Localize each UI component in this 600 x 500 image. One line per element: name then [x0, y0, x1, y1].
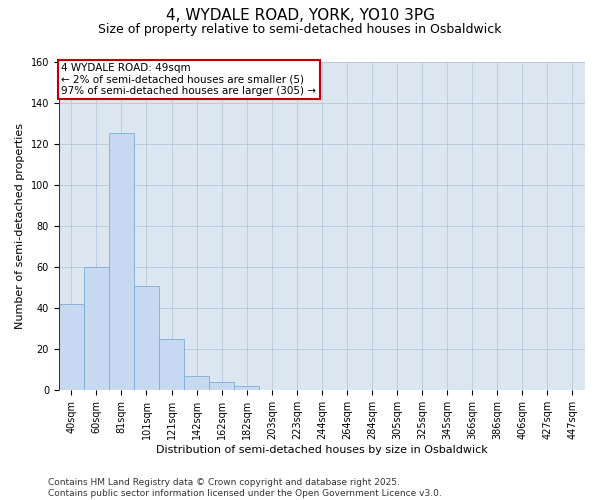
Bar	[209, 382, 234, 390]
Bar	[134, 286, 159, 391]
Bar	[159, 339, 184, 390]
Bar	[234, 386, 259, 390]
Bar	[59, 304, 84, 390]
Text: Contains HM Land Registry data © Crown copyright and database right 2025.
Contai: Contains HM Land Registry data © Crown c…	[48, 478, 442, 498]
Bar	[109, 134, 134, 390]
Bar	[84, 267, 109, 390]
Text: Size of property relative to semi-detached houses in Osbaldwick: Size of property relative to semi-detach…	[98, 22, 502, 36]
X-axis label: Distribution of semi-detached houses by size in Osbaldwick: Distribution of semi-detached houses by …	[156, 445, 488, 455]
Bar	[184, 376, 209, 390]
Text: 4 WYDALE ROAD: 49sqm
← 2% of semi-detached houses are smaller (5)
97% of semi-de: 4 WYDALE ROAD: 49sqm ← 2% of semi-detach…	[61, 63, 316, 96]
Text: 4, WYDALE ROAD, YORK, YO10 3PG: 4, WYDALE ROAD, YORK, YO10 3PG	[166, 8, 434, 22]
Y-axis label: Number of semi-detached properties: Number of semi-detached properties	[15, 123, 25, 329]
